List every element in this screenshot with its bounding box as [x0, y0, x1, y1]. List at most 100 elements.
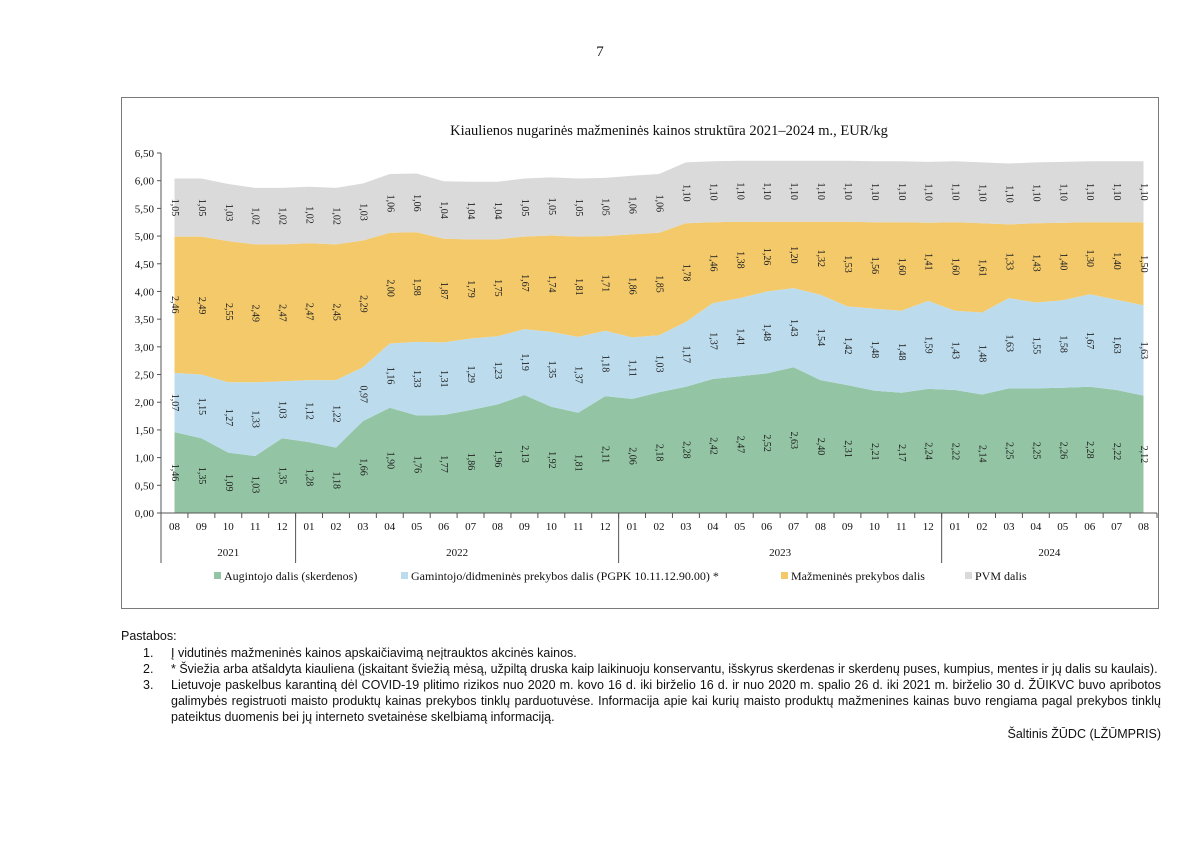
- data-label: 1,10: [761, 182, 772, 200]
- y-tick-label: 2,50: [135, 370, 155, 382]
- y-tick-label: 1,00: [135, 453, 155, 465]
- area-series-2: [174, 288, 1144, 456]
- data-label: 2,21: [869, 443, 880, 461]
- x-tick-label: 11: [896, 521, 907, 533]
- x-tick-label: 11: [250, 521, 261, 533]
- legend-label: PVM dalis: [975, 569, 1027, 583]
- y-tick-label: 2,00: [135, 397, 155, 409]
- data-label: 1,75: [492, 279, 503, 297]
- data-label: 1,10: [1111, 183, 1122, 201]
- data-label: 1,46: [169, 464, 180, 482]
- data-label: 1,05: [573, 199, 584, 217]
- data-label: 2,25: [1003, 442, 1014, 460]
- x-tick-label: 02: [977, 521, 988, 533]
- data-label: 1,46: [707, 254, 718, 272]
- data-label: 1,18: [330, 472, 341, 490]
- x-tick-label: 09: [519, 521, 531, 533]
- notes-section: Pastabos: 1. Į vidutinės mažmeninės kain…: [121, 628, 1161, 742]
- x-tick-label: 04: [707, 521, 719, 533]
- data-label: 1,10: [977, 184, 988, 202]
- data-label: 1,31: [438, 370, 449, 388]
- y-tick-label: 0,00: [135, 508, 155, 520]
- data-label: 2,47: [277, 304, 288, 322]
- data-label: 2,26: [1057, 442, 1068, 460]
- legend-swatch: [401, 572, 408, 579]
- data-label: 1,55: [1030, 337, 1041, 355]
- data-label: 2,40: [815, 438, 826, 456]
- note-text: * Šviežia arba atšaldyta kiauliena (įska…: [171, 662, 1158, 676]
- y-tick-label: 4,00: [135, 286, 155, 298]
- data-label: 1,40: [1111, 252, 1122, 270]
- note-number: 1.: [143, 646, 154, 660]
- data-label: 1,74: [546, 275, 557, 293]
- x-tick-label: 05: [411, 521, 423, 533]
- data-label: 2,06: [627, 447, 638, 465]
- data-label: 1,03: [223, 204, 234, 222]
- data-label: 1,38: [734, 251, 745, 269]
- data-label: 2,47: [304, 303, 315, 321]
- data-label: 1,05: [196, 199, 207, 217]
- data-label: 2,31: [842, 440, 853, 458]
- data-label: 1,10: [1084, 183, 1095, 201]
- note-text: Lietuvoje paskelbus karantiną dėl COVID-…: [171, 678, 1161, 724]
- legend-swatch: [781, 572, 788, 579]
- x-tick-label: 07: [788, 521, 800, 533]
- data-label: 1,11: [627, 360, 638, 377]
- data-label: 1,10: [1003, 185, 1014, 203]
- data-label: 1,35: [546, 361, 557, 379]
- x-tick-label: 12: [923, 521, 934, 533]
- data-label: 1,04: [465, 202, 476, 220]
- data-label: 1,71: [600, 275, 611, 293]
- data-label: 1,10: [707, 183, 718, 201]
- x-tick-label: 02: [654, 521, 665, 533]
- data-label: 1,86: [465, 453, 476, 471]
- data-label: 2,18: [653, 444, 664, 462]
- y-tick-label: 5,50: [135, 203, 155, 215]
- data-label: 1,37: [707, 332, 718, 350]
- data-label: 1,29: [465, 366, 476, 384]
- data-label: 1,15: [196, 398, 207, 416]
- data-label: 1,05: [600, 198, 611, 216]
- data-label: 2,25: [1030, 442, 1041, 460]
- data-label: 1,41: [734, 328, 745, 346]
- year-label: 2024: [1038, 547, 1061, 559]
- chart-frame: Kiaulienos nugarinės mažmeninės kainos s…: [121, 97, 1159, 609]
- year-label: 2023: [769, 547, 792, 559]
- data-label: 1,41: [923, 253, 934, 270]
- source-note: Šaltinis ŽŪDC (LŽŪMPRIS): [1007, 727, 1162, 741]
- x-tick-label: 08: [1138, 521, 1150, 533]
- data-label: 1,03: [250, 476, 261, 494]
- y-tick-label: 3,00: [135, 342, 155, 354]
- chart-title: Kiaulienos nugarinės mažmeninės kainos s…: [450, 123, 888, 139]
- data-label: 1,90: [384, 452, 395, 470]
- note-number: 2.: [143, 662, 154, 676]
- data-label: 1,59: [923, 336, 934, 354]
- data-label: 1,43: [788, 319, 799, 337]
- data-label: 2,11: [600, 446, 611, 463]
- y-tick-label: 0,50: [135, 480, 155, 492]
- x-tick-label: 12: [277, 521, 288, 533]
- data-label: 1,02: [304, 206, 315, 224]
- data-label: 1,58: [1057, 335, 1068, 353]
- data-label: 1,05: [519, 199, 530, 217]
- data-label: 1,60: [950, 258, 961, 276]
- x-tick-label: 04: [384, 521, 396, 533]
- data-label: 1,04: [492, 202, 503, 220]
- y-tick-label: 6,00: [135, 176, 155, 188]
- year-label: 2021: [217, 547, 239, 559]
- data-label: 1,20: [788, 246, 799, 264]
- data-label: 1,10: [869, 183, 880, 201]
- data-label: 2,12: [1138, 446, 1149, 464]
- x-tick-label: 08: [815, 521, 827, 533]
- x-tick-label: 06: [1084, 521, 1096, 533]
- data-label: 2,28: [1084, 441, 1095, 459]
- x-tick-label: 03: [1003, 521, 1015, 533]
- data-label: 1,48: [977, 345, 988, 363]
- y-tick-label: 6,50: [135, 148, 155, 160]
- data-label: 1,81: [573, 278, 584, 296]
- data-label: 1,12: [304, 402, 315, 420]
- area-series-4: [174, 160, 1144, 245]
- x-tick-label: 12: [600, 521, 611, 533]
- data-label: 1,02: [277, 207, 288, 225]
- y-tick-label: 3,50: [135, 314, 155, 326]
